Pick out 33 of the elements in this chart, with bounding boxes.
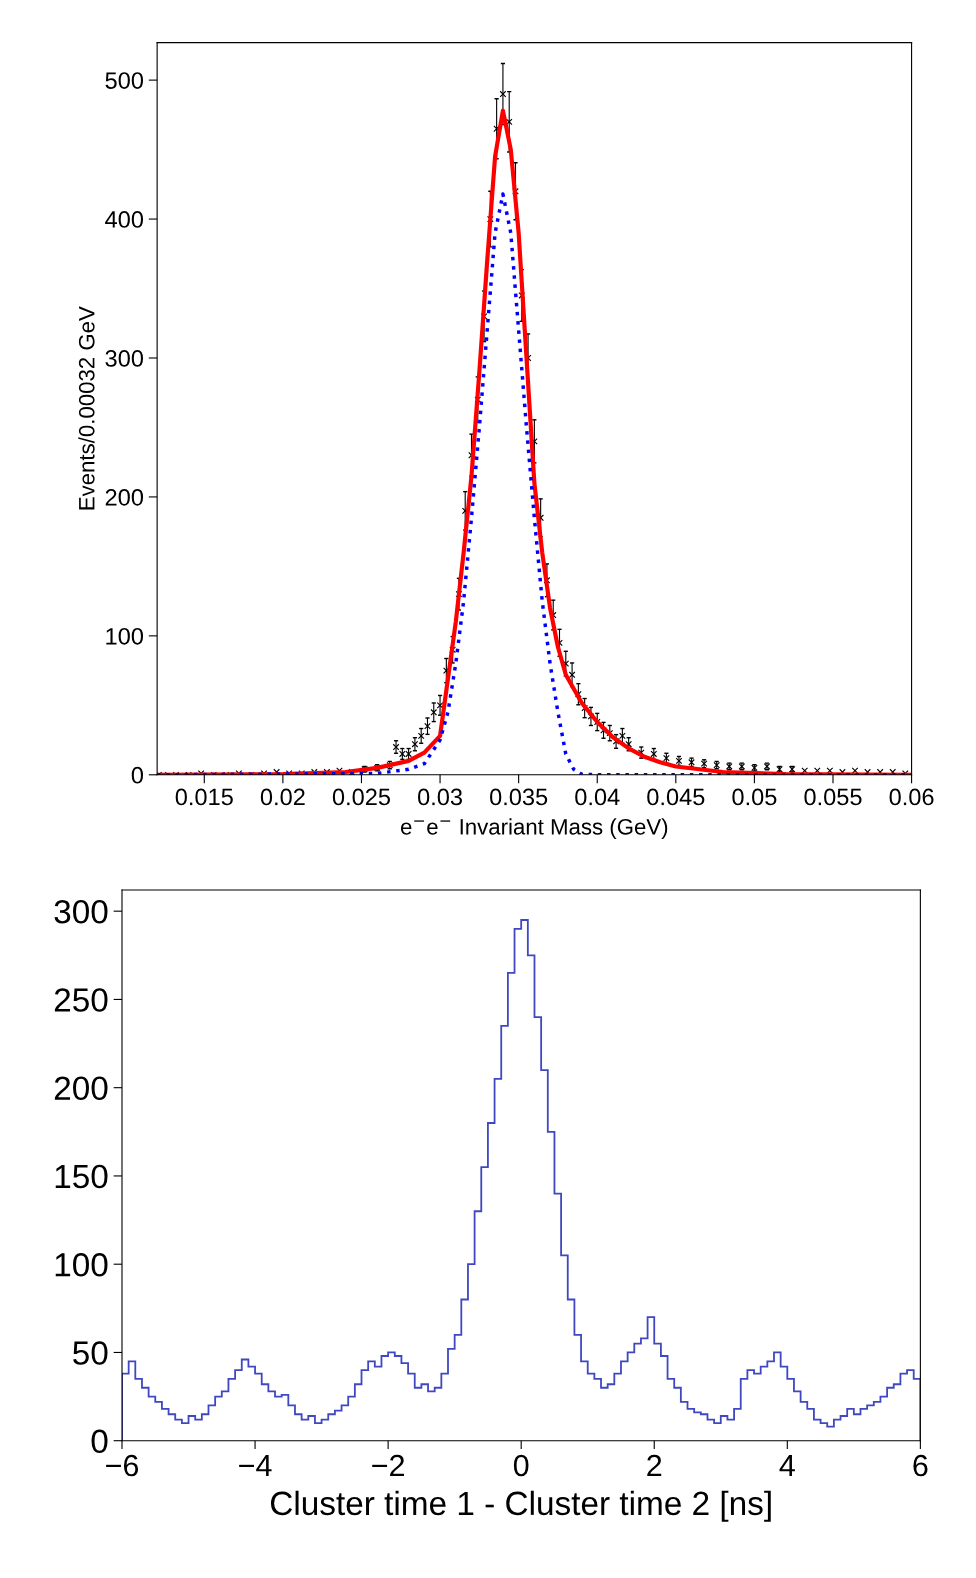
x-tick-label: 0.02 — [260, 788, 305, 806]
x-tick-label: 0.06 — [889, 788, 934, 806]
x-tick-label: −2 — [372, 1454, 405, 1477]
x-tick-label: 0.055 — [804, 788, 862, 806]
y-tick-label: 0 — [131, 766, 144, 784]
y-tick-label: 0 — [91, 1429, 108, 1454]
y-tick-label: 150 — [55, 1164, 108, 1189]
x-tick-label: 0 — [513, 1454, 529, 1477]
y-tick-label: 400 — [105, 211, 144, 228]
x-tick-label: 0.045 — [647, 788, 705, 806]
y-tick-label: 250 — [54, 988, 108, 1012]
y-tick-label: 200 — [105, 488, 144, 506]
y-tick-label: 100 — [55, 1253, 108, 1277]
y-tick-label: 100 — [106, 627, 144, 645]
x-tick-label: 0.035 — [490, 788, 548, 806]
x-tick-label: 0.05 — [732, 788, 777, 806]
y-tick-label: 300 — [54, 899, 108, 924]
x-axis-title: e$^{−}$e$^{−}$ Invariant Mass (GeV) — [400, 818, 668, 840]
x-tick-label: 2 — [647, 1454, 662, 1477]
x-tick-label: 6 — [913, 1454, 928, 1477]
y-tick-label: 200 — [54, 1076, 108, 1101]
x-tick-label: −6 — [106, 1454, 139, 1477]
y-axis-title: Events/0.00032 GeV — [78, 306, 95, 510]
x-tick-label: 0.03 — [418, 788, 462, 806]
x-tick-label: 0.04 — [575, 788, 620, 806]
x-tick-label: 0.025 — [332, 788, 391, 806]
y-tick-label: 500 — [105, 72, 144, 89]
y-tick-label: 50 — [73, 1341, 108, 1365]
x-tick-label: 4 — [779, 1455, 795, 1477]
x-tick-label: 0.015 — [175, 788, 233, 806]
x-axis-title: Cluster time 1 - Cluster time 2 [ns] — [270, 1490, 771, 1522]
x-tick-label: −4 — [239, 1455, 272, 1477]
y-tick-label: 300 — [105, 350, 144, 367]
